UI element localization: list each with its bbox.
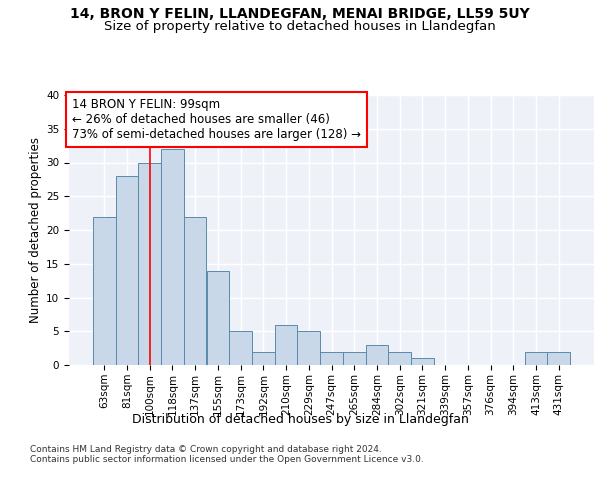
Bar (161, 149, 184, 365)
Bar (252, 352, 275, 365)
Text: 14, BRON Y FELIN, LLANDEGFAN, MENAI BRIDGE, LL59 5UY: 14, BRON Y FELIN, LLANDEGFAN, MENAI BRID… (70, 8, 530, 22)
Bar (388, 352, 411, 365)
Bar (275, 324, 298, 365)
Y-axis label: Number of detached properties: Number of detached properties (29, 137, 42, 323)
Text: Size of property relative to detached houses in Llandegfan: Size of property relative to detached ho… (104, 20, 496, 33)
Text: Contains HM Land Registry data © Crown copyright and database right 2024.
Contai: Contains HM Land Registry data © Crown c… (30, 445, 424, 464)
Text: Distribution of detached houses by size in Llandegfan: Distribution of detached houses by size … (131, 412, 469, 426)
Bar (298, 331, 320, 365)
Bar (116, 176, 139, 365)
Bar (411, 358, 434, 365)
Bar (524, 352, 547, 365)
Text: 14 BRON Y FELIN: 99sqm
← 26% of detached houses are smaller (46)
73% of semi-det: 14 BRON Y FELIN: 99sqm ← 26% of detached… (71, 98, 361, 140)
Bar (139, 162, 161, 365)
Bar (365, 345, 388, 365)
Bar (343, 352, 365, 365)
Bar (229, 331, 252, 365)
Bar (184, 216, 206, 365)
Bar (547, 352, 570, 365)
Bar (320, 352, 343, 365)
Bar (93, 216, 116, 365)
Bar (206, 270, 229, 365)
